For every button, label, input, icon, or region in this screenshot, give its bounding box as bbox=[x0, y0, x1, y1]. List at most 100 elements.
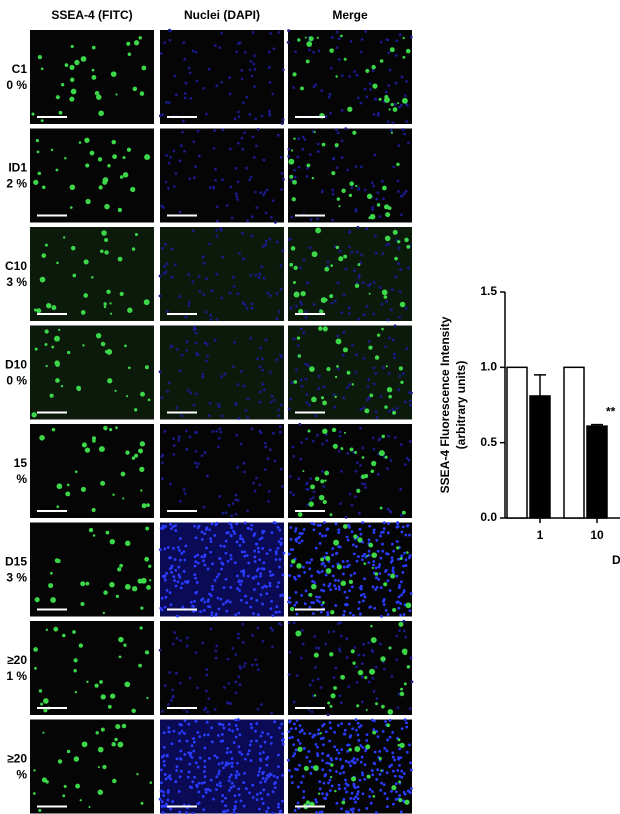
nucleus bbox=[376, 191, 380, 195]
nucleus bbox=[277, 765, 280, 769]
nucleus bbox=[232, 784, 236, 788]
cell bbox=[94, 683, 99, 688]
nucleus bbox=[279, 264, 283, 268]
cell bbox=[33, 769, 36, 772]
cell bbox=[103, 590, 108, 595]
nucleus bbox=[220, 31, 224, 35]
nucleus bbox=[338, 249, 342, 253]
nucleus bbox=[336, 281, 340, 285]
nucleus bbox=[409, 761, 412, 765]
cell bbox=[321, 142, 326, 147]
cell bbox=[389, 47, 395, 53]
cell bbox=[370, 637, 377, 644]
nucleus bbox=[367, 641, 371, 645]
nucleus bbox=[238, 665, 242, 668]
nucleus bbox=[398, 747, 402, 751]
nucleus bbox=[303, 732, 306, 735]
scale-bar bbox=[167, 116, 197, 118]
nucleus bbox=[194, 327, 197, 331]
nucleus bbox=[174, 568, 178, 572]
nucleus bbox=[279, 156, 283, 159]
micrograph bbox=[160, 128, 285, 224]
nucleus bbox=[237, 745, 241, 749]
nucleus bbox=[363, 482, 367, 486]
nucleus bbox=[359, 612, 362, 616]
nucleus bbox=[352, 797, 356, 801]
cell bbox=[88, 527, 94, 533]
cell bbox=[314, 476, 320, 482]
nucleus bbox=[384, 90, 388, 94]
nucleus bbox=[198, 756, 202, 760]
nucleus bbox=[203, 733, 206, 737]
nucleus bbox=[375, 197, 379, 201]
nucleus bbox=[294, 748, 298, 752]
nucleus bbox=[242, 571, 246, 575]
nucleus bbox=[218, 781, 222, 785]
nucleus bbox=[335, 30, 339, 34]
nucleus bbox=[410, 680, 414, 684]
cell bbox=[319, 732, 322, 735]
nucleus bbox=[359, 408, 363, 411]
nucleus bbox=[280, 722, 284, 726]
nucleus bbox=[246, 752, 250, 756]
cell bbox=[83, 259, 89, 265]
cell bbox=[313, 130, 316, 134]
cell bbox=[371, 566, 374, 570]
nucleus bbox=[390, 288, 394, 292]
nucleus bbox=[192, 737, 195, 740]
cell bbox=[146, 503, 150, 507]
nucleus bbox=[264, 338, 268, 342]
nucleus bbox=[404, 635, 408, 639]
nucleus bbox=[358, 778, 362, 782]
scale-bar bbox=[167, 510, 197, 512]
cell bbox=[100, 727, 105, 732]
nucleus bbox=[293, 752, 297, 756]
cell bbox=[130, 186, 136, 193]
nucleus bbox=[234, 691, 238, 695]
nucleus bbox=[318, 787, 322, 791]
nucleus bbox=[203, 555, 207, 558]
nucleus bbox=[400, 727, 404, 731]
nucleus bbox=[294, 727, 298, 731]
nucleus bbox=[385, 805, 389, 809]
bar bbox=[563, 366, 585, 519]
cell bbox=[405, 602, 412, 609]
cell bbox=[124, 681, 131, 688]
cell bbox=[388, 646, 392, 650]
nucleus bbox=[363, 552, 367, 556]
micrograph bbox=[30, 522, 154, 617]
cell bbox=[44, 243, 48, 247]
cell bbox=[390, 573, 396, 579]
cell bbox=[311, 176, 315, 180]
nucleus bbox=[206, 710, 210, 714]
cell bbox=[343, 57, 347, 61]
cell bbox=[384, 97, 390, 103]
nucleus bbox=[372, 728, 376, 732]
nucleus bbox=[279, 353, 283, 357]
nucleus bbox=[328, 92, 332, 96]
nucleus bbox=[398, 290, 402, 293]
nucleus bbox=[367, 378, 371, 382]
cell bbox=[33, 179, 39, 185]
nucleus bbox=[176, 545, 180, 549]
nucleus bbox=[310, 765, 314, 769]
nucleus bbox=[304, 310, 308, 314]
nucleus bbox=[163, 41, 166, 45]
nucleus bbox=[183, 719, 187, 723]
image-background bbox=[30, 424, 154, 518]
nucleus bbox=[404, 558, 408, 562]
cell bbox=[320, 479, 325, 484]
nucleus bbox=[364, 30, 368, 33]
nucleus bbox=[242, 781, 246, 785]
nucleus bbox=[263, 190, 267, 194]
nucleus bbox=[384, 570, 387, 573]
nucleus bbox=[299, 457, 303, 461]
cell bbox=[349, 447, 354, 452]
cell bbox=[321, 601, 325, 604]
nucleus bbox=[233, 561, 237, 565]
scale-bar bbox=[37, 116, 67, 118]
nucleus bbox=[402, 772, 406, 776]
nucleus bbox=[362, 406, 366, 410]
nucleus bbox=[374, 665, 378, 669]
nucleus bbox=[355, 665, 359, 669]
